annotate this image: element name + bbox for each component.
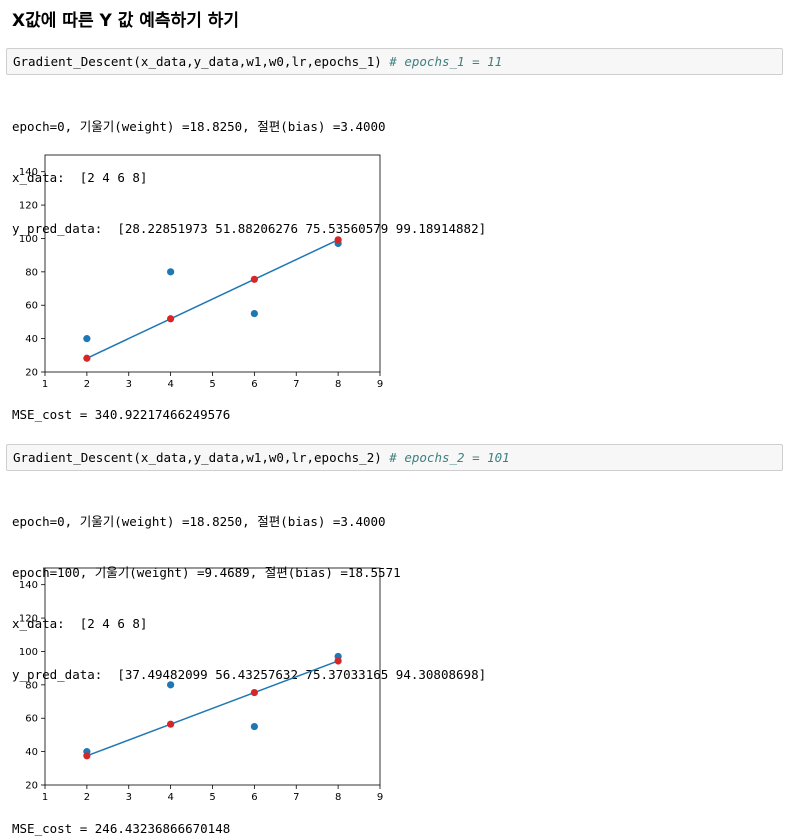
plot-frame bbox=[44, 567, 381, 786]
code-text: Gradient_Descent(x_data,y_data,w1,w0,lr,… bbox=[13, 450, 382, 465]
x-tick-label: 1 bbox=[42, 379, 48, 390]
page-title: X값에 따른 Y 값 예측하기 하기 bbox=[12, 11, 240, 31]
code-comment: # epochs_2 = 101 bbox=[389, 450, 510, 465]
data-point bbox=[167, 268, 175, 276]
x-tick-label: 3 bbox=[126, 379, 132, 390]
data-point bbox=[250, 309, 258, 318]
data-point bbox=[83, 335, 91, 343]
output-line: x_data: [2 4 6 8] bbox=[12, 170, 148, 185]
code-cell-2[interactable]: Gradient_Descent(x_data,y_data,w1,w0,lr,… bbox=[6, 444, 783, 471]
x-tick-label: 2 bbox=[84, 792, 90, 803]
y-tick-label: 120 bbox=[19, 201, 38, 212]
predicted-point bbox=[83, 354, 91, 362]
y-tick-label: 100 bbox=[19, 234, 38, 245]
y-tick-label: 20 bbox=[25, 368, 38, 379]
predicted-point bbox=[250, 275, 258, 283]
predicted-point bbox=[250, 688, 258, 697]
code-comment: # epochs_1 = 11 bbox=[389, 54, 503, 69]
plot-1: 1 2 3 4 5 6 7 8 9 20 40 60 80 100 120 140 bbox=[19, 154, 383, 390]
x-tick-label: 3 bbox=[126, 792, 132, 803]
code-line[interactable]: Gradient_Descent(x_data,y_data,w1,w0,lr,… bbox=[13, 450, 510, 465]
code-line[interactable]: Gradient_Descent(x_data,y_data,w1,w0,lr,… bbox=[13, 54, 502, 69]
x-tick-label: 5 bbox=[209, 379, 215, 390]
cell-output-2: epoch=0, 기울기(weight) =18.8250, 절편(bias) … bbox=[12, 479, 486, 700]
output-line: epoch=100, 기울기(weight) =9.4689, 절편(bias)… bbox=[12, 565, 401, 580]
output-line: x_data: [2 4 6 8] bbox=[12, 616, 148, 631]
plot-2: 1 2 3 4 5 6 7 8 9 20 40 60 80 100 120 140 bbox=[19, 567, 383, 803]
x-tick-label: 4 bbox=[167, 792, 173, 803]
x-tick-label: 8 bbox=[335, 379, 341, 390]
predicted-point bbox=[167, 315, 175, 323]
y-tick-label: 140 bbox=[19, 580, 38, 591]
output-line: epoch=0, 기울기(weight) =18.8250, 절편(bias) … bbox=[12, 119, 386, 134]
predicted-point bbox=[334, 657, 342, 665]
y-tick-label: 40 bbox=[25, 747, 38, 758]
y-tick-label: 140 bbox=[19, 167, 38, 178]
code-text: Gradient_Descent(x_data,y_data,w1,w0,lr,… bbox=[13, 54, 382, 69]
data-point bbox=[167, 681, 175, 689]
x-tick-label: 5 bbox=[209, 792, 215, 803]
code-cell-1[interactable]: Gradient_Descent(x_data,y_data,w1,w0,lr,… bbox=[6, 48, 783, 75]
y-tick-label: 120 bbox=[19, 614, 38, 625]
output-line: y_pred_data: [28.22851973 51.88206276 75… bbox=[12, 221, 487, 236]
x-tick-label: 2 bbox=[84, 379, 90, 390]
x-tick-label: 8 bbox=[335, 792, 341, 803]
y-tick-label: 80 bbox=[25, 680, 38, 691]
predicted-point bbox=[334, 236, 342, 244]
mse-output-2: MSE_cost = 246.43236866670148 bbox=[12, 821, 231, 836]
x-tick-label: 1 bbox=[42, 792, 48, 803]
output-line: y_pred_data: [37.49482099 56.43257632 75… bbox=[12, 667, 487, 682]
y-tick-label: 100 bbox=[19, 647, 38, 658]
cell-output-1: epoch=0, 기울기(weight) =18.8250, 절편(bias) … bbox=[12, 84, 486, 254]
regression-line bbox=[86, 239, 339, 359]
y-tick-label: 40 bbox=[25, 334, 38, 345]
predicted-point bbox=[83, 752, 91, 760]
regression-line bbox=[86, 660, 339, 757]
y-tick-label: 60 bbox=[25, 714, 38, 725]
plot-frame bbox=[44, 154, 381, 373]
x-tick-label: 6 bbox=[251, 379, 257, 390]
y-tick-label: 80 bbox=[25, 267, 38, 278]
x-tick-label: 7 bbox=[293, 379, 299, 390]
mse-output-1: MSE_cost = 340.92217466249576 bbox=[12, 407, 231, 422]
y-tick-label: 60 bbox=[25, 301, 38, 312]
predicted-point bbox=[167, 720, 175, 728]
x-tick-label: 9 bbox=[377, 379, 383, 390]
y-tick-label: 20 bbox=[25, 781, 38, 792]
x-tick-label: 4 bbox=[167, 379, 173, 390]
output-line: epoch=0, 기울기(weight) =18.8250, 절편(bias) … bbox=[12, 514, 386, 529]
x-tick-label: 7 bbox=[293, 792, 299, 803]
data-point bbox=[250, 722, 258, 731]
x-tick-label: 6 bbox=[251, 792, 257, 803]
x-tick-label: 9 bbox=[377, 792, 383, 803]
